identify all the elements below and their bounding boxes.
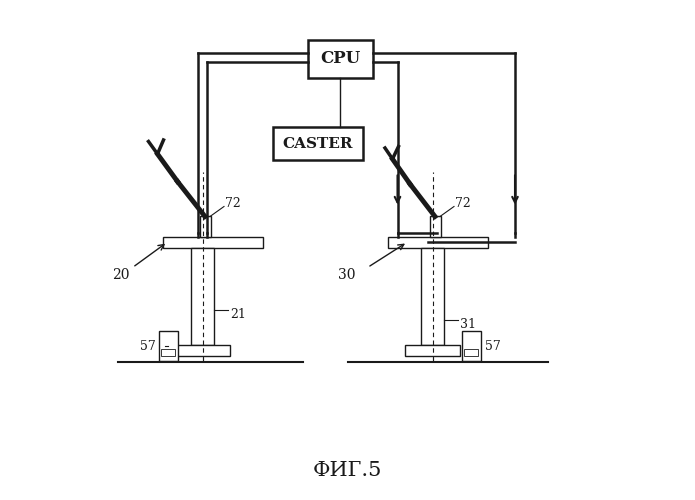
- Text: 30: 30: [338, 268, 355, 282]
- Text: 21: 21: [230, 308, 246, 322]
- Bar: [191, 248, 214, 345]
- Bar: [272, 128, 363, 160]
- Bar: [199, 216, 211, 236]
- Bar: [161, 348, 175, 356]
- Text: 72: 72: [225, 198, 240, 210]
- Text: 20: 20: [113, 268, 130, 282]
- Bar: [430, 216, 441, 236]
- Bar: [307, 40, 373, 78]
- Text: 57: 57: [486, 340, 501, 352]
- Bar: [158, 331, 177, 361]
- Text: ФИГ.5: ФИГ.5: [313, 460, 382, 479]
- Text: CASTER: CASTER: [282, 136, 353, 151]
- Text: 57: 57: [140, 340, 156, 352]
- Bar: [388, 236, 487, 248]
- Bar: [175, 345, 230, 356]
- Bar: [421, 248, 443, 345]
- Bar: [405, 345, 460, 356]
- Text: 72: 72: [455, 198, 471, 210]
- Bar: [461, 331, 480, 361]
- Bar: [163, 236, 263, 248]
- Text: CPU: CPU: [320, 50, 360, 67]
- Text: 31: 31: [460, 318, 476, 332]
- Bar: [464, 348, 478, 356]
